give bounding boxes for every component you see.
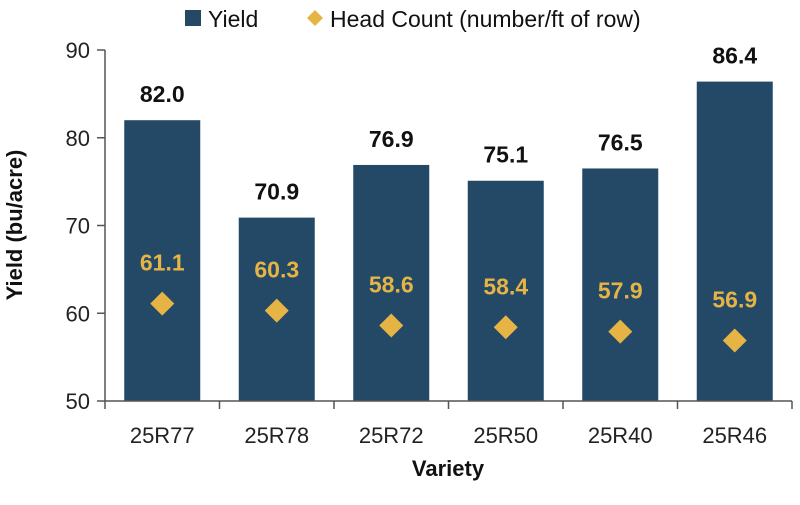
y-tick-label: 90: [66, 38, 90, 63]
legend-label-head-count: Head Count (number/ft of row): [330, 6, 641, 32]
x-tick-label: 25R50: [473, 423, 538, 448]
head-count-value-label: 57.9: [598, 278, 643, 304]
head-count-value-label: 61.1: [140, 250, 185, 276]
y-tick-label: 80: [66, 126, 90, 151]
legend-label-yield: Yield: [208, 6, 258, 32]
bar-value-label: 70.9: [254, 179, 299, 205]
x-tick-label: 25R40: [588, 423, 653, 448]
bar-25r72: [353, 164, 430, 401]
head-count-marker: [722, 328, 747, 353]
bar-25r50: [467, 180, 544, 401]
head-count-value-label: 58.6: [369, 272, 414, 298]
y-tick-label: 70: [66, 214, 90, 239]
y-axis-title: Yield (bu/acre): [2, 150, 27, 301]
y-tick-label: 60: [66, 301, 90, 326]
legend-swatch-yield: [185, 10, 201, 26]
head-count-value-label: 60.3: [254, 257, 299, 283]
head-count-labels: 61.1 60.3 58.6 58.4 57.9 56.9: [140, 250, 757, 313]
bar-labels: 82.0 70.9 76.9 75.1 76.5 86.4: [140, 43, 757, 205]
bar-25r46: [696, 81, 773, 401]
x-tick-label: 25R77: [130, 423, 195, 448]
y-tick-label: 50: [66, 389, 90, 414]
y-ticks: 50 60 70 80 90: [66, 38, 105, 414]
bar-value-label: 82.0: [140, 81, 185, 107]
x-ticks: 25R77 25R78 25R72 25R50 25R40 25R46: [104, 401, 793, 448]
x-tick-label: 25R78: [244, 423, 309, 448]
head-count-marker: [608, 319, 633, 344]
bars: [124, 81, 773, 401]
head-count-marker: [379, 313, 404, 338]
bar-25r77: [124, 120, 201, 401]
bar-25r40: [582, 168, 659, 401]
head-count-value-label: 56.9: [712, 286, 757, 312]
bar-value-label: 76.5: [598, 129, 643, 155]
x-tick-label: 25R72: [359, 423, 424, 448]
head-count-marker: [264, 298, 289, 323]
bar-value-label: 75.1: [483, 142, 528, 168]
head-count-value-label: 58.4: [483, 273, 528, 299]
legend: Yield Head Count (number/ft of row): [185, 6, 641, 32]
head-count-markers: [150, 291, 747, 353]
head-count-marker: [150, 291, 175, 316]
x-tick-label: 25R46: [702, 423, 767, 448]
bar-value-label: 76.9: [369, 126, 414, 152]
axes: 50 60 70 80 90 25R77 25R78 25R72 25R50 25R40 25R4…: [66, 38, 793, 448]
head-count-marker: [493, 315, 518, 340]
bar-value-label: 86.4: [712, 43, 757, 69]
x-axis-title: Variety: [412, 456, 485, 481]
legend-swatch-head-count: [307, 10, 323, 26]
